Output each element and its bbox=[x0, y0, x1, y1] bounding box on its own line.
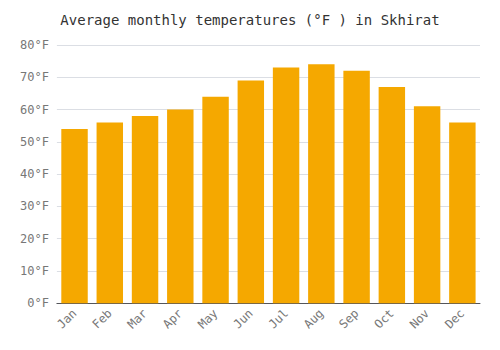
svg-text:Jun: Jun bbox=[231, 306, 256, 331]
svg-text:80°F: 80°F bbox=[20, 38, 49, 52]
svg-text:70°F: 70°F bbox=[20, 70, 49, 84]
svg-text:Mar: Mar bbox=[125, 306, 150, 331]
svg-text:60°F: 60°F bbox=[20, 103, 49, 117]
svg-text:May: May bbox=[195, 306, 220, 331]
svg-text:0°F: 0°F bbox=[27, 296, 49, 310]
svg-text:Aug: Aug bbox=[301, 306, 326, 331]
svg-text:Feb: Feb bbox=[90, 306, 115, 331]
svg-text:30°F: 30°F bbox=[20, 199, 49, 213]
svg-text:Sep: Sep bbox=[336, 306, 361, 331]
svg-text:50°F: 50°F bbox=[20, 135, 49, 149]
svg-text:40°F: 40°F bbox=[20, 167, 49, 181]
svg-text:Jul: Jul bbox=[266, 306, 291, 331]
svg-text:10°F: 10°F bbox=[20, 264, 49, 278]
svg-text:Average monthly temperatures (: Average monthly temperatures (°F ) in Sk… bbox=[60, 12, 439, 28]
svg-text:Nov: Nov bbox=[407, 306, 432, 331]
svg-text:20°F: 20°F bbox=[20, 232, 49, 246]
svg-text:Dec: Dec bbox=[442, 306, 467, 331]
svg-text:Oct: Oct bbox=[372, 306, 397, 331]
svg-text:Jan: Jan bbox=[54, 306, 79, 331]
svg-text:Apr: Apr bbox=[160, 306, 185, 331]
